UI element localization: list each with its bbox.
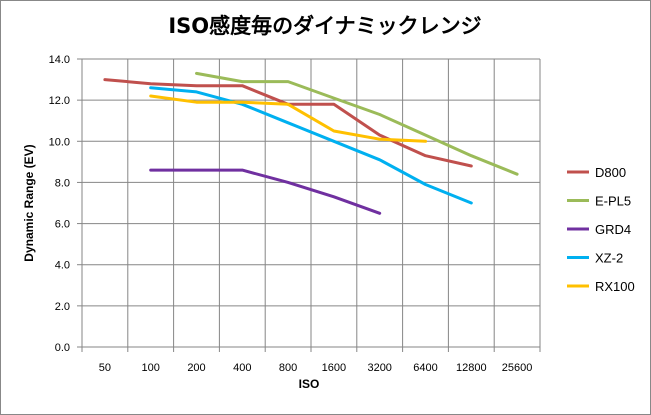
series-lines — [103, 71, 519, 215]
legend-label: E-PL5 — [595, 194, 631, 209]
series-line-e-pl5 — [195, 71, 519, 176]
series-line-xz-2 — [149, 86, 473, 205]
chart-title: ISO感度毎のダイナミックレンジ — [168, 14, 481, 38]
x-tick-label: 200 — [187, 362, 205, 374]
legend-label: XZ-2 — [595, 251, 623, 266]
y-tick-label: 10.0 — [49, 136, 70, 148]
y-tick-labels: 0.0 2.0 4.0 6.0 8.0 10.0 12.0 14.0 — [49, 54, 70, 354]
x-tick-label: 400 — [233, 362, 251, 374]
x-tick-label: 6400 — [413, 362, 437, 374]
x-tick-label: 800 — [279, 362, 297, 374]
series-line-rx100 — [149, 94, 427, 143]
x-tick-label: 50 — [99, 362, 111, 374]
x-tick-label: 100 — [142, 362, 160, 374]
y-tick-label: 12.0 — [49, 95, 70, 107]
axes — [77, 58, 541, 352]
y-axis-title: Dynamic Range (EV) — [22, 144, 36, 261]
legend-label: RX100 — [595, 279, 635, 294]
x-tick-label: 12800 — [456, 362, 487, 374]
y-tick-label: 6.0 — [55, 219, 70, 231]
x-tick-label: 25600 — [502, 362, 533, 374]
x-tick-label: 3200 — [367, 362, 391, 374]
legend: D800 E-PL5 GRD4 XZ-2 RX100 — [567, 165, 635, 294]
y-tick-label: 8.0 — [55, 177, 70, 189]
x-tick-label: 1600 — [322, 362, 346, 374]
y-tick-label: 0.0 — [55, 342, 70, 354]
legend-label: GRD4 — [595, 222, 631, 237]
y-tick-label: 2.0 — [55, 301, 70, 313]
x-axis-title: ISO — [299, 377, 320, 391]
series-line-grd4 — [149, 168, 382, 215]
y-tick-label: 14.0 — [49, 54, 70, 66]
y-tick-label: 4.0 — [55, 260, 70, 272]
x-tick-labels: 50 100 200 400 800 1600 3200 6400 12800 25600 — [99, 362, 533, 374]
legend-label: D800 — [595, 165, 626, 180]
